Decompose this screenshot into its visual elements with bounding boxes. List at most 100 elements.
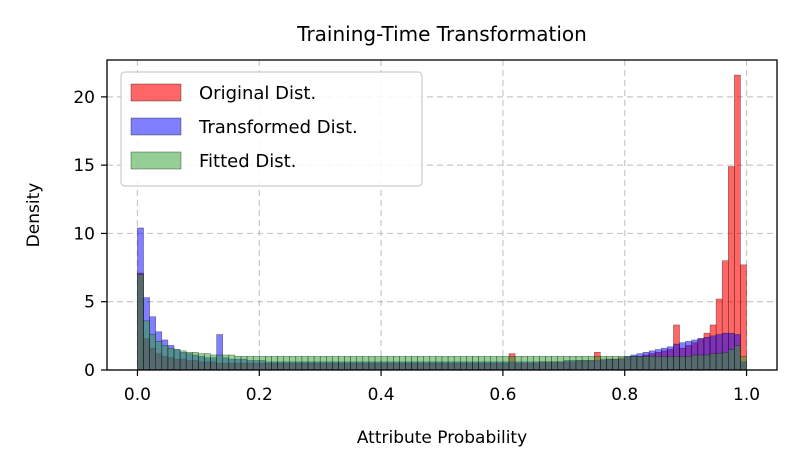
- bar-2-14: [222, 354, 230, 371]
- x-axis-ticks: 0.0 0.2 0.4 0.6 0.8 1.0: [124, 370, 760, 405]
- bar-2-5: [167, 347, 175, 371]
- bar-2-53: [460, 356, 467, 371]
- legend-label-0: Original Dist.: [199, 83, 316, 104]
- legend-swatch-1: [130, 117, 182, 136]
- bar-2-94: [709, 353, 717, 371]
- bar-2-18: [246, 356, 254, 371]
- bar-2-62: [514, 356, 522, 371]
- bar-2-15: [228, 354, 236, 371]
- y-axis-ticks: 0 5 10 15 20: [73, 88, 107, 381]
- bar-2-75: [594, 356, 601, 371]
- bar-2-56: [478, 356, 485, 371]
- bar-2-33: [338, 356, 345, 371]
- bar-2-79: [618, 356, 625, 371]
- bar-2-78: [612, 356, 619, 371]
- bar-2-49: [435, 356, 443, 371]
- bar-2-80: [624, 356, 632, 371]
- bar-0-98: [734, 74, 741, 371]
- bar-2-88: [673, 356, 680, 371]
- bar-2-99: [740, 356, 747, 371]
- legend-swatch-2: [130, 151, 182, 170]
- bar-2-89: [679, 356, 686, 371]
- x-tick-label-1: 0.2: [246, 385, 273, 405]
- bar-2-45: [411, 356, 418, 371]
- bar-2-87: [667, 356, 674, 371]
- bar-2-47: [423, 356, 431, 371]
- y-tick-label-3: 15: [73, 156, 95, 176]
- bar-2-81: [630, 356, 638, 371]
- bar-2-92: [697, 354, 705, 371]
- x-tick-label-2: 0.4: [368, 385, 395, 405]
- bar-2-13: [216, 354, 223, 371]
- bar-2-97: [728, 349, 735, 371]
- bar-2-98: [734, 345, 741, 371]
- bar-2-8: [185, 351, 193, 371]
- bar-2-85: [654, 356, 662, 371]
- bar-2-38: [368, 356, 376, 371]
- bar-2-4: [161, 345, 169, 371]
- bar-2-65: [533, 356, 540, 371]
- bar-2-59: [496, 356, 504, 371]
- bar-2-43: [399, 356, 406, 371]
- bar-2-21: [265, 356, 272, 371]
- bar-2-34: [344, 356, 351, 371]
- x-tick-label-3: 0.6: [489, 385, 516, 405]
- bar-2-55: [472, 356, 479, 371]
- bar-2-67: [545, 356, 552, 371]
- bar-2-48: [429, 356, 437, 371]
- bar-2-70: [563, 356, 571, 371]
- bar-2-35: [350, 356, 357, 371]
- bar-2-44: [405, 356, 412, 371]
- bar-2-91: [691, 354, 699, 371]
- bar-2-7: [179, 350, 187, 371]
- bar-2-0: [137, 274, 144, 371]
- bar-2-76: [600, 356, 607, 371]
- bar-2-40: [380, 356, 388, 371]
- bar-2-31: [326, 356, 333, 371]
- legend-label-2: Fitted Dist.: [199, 151, 296, 172]
- bar-2-6: [173, 349, 181, 371]
- legend-swatch-0: [130, 83, 182, 102]
- bar-2-74: [587, 356, 595, 371]
- x-tick-label-0: 0.0: [124, 385, 151, 405]
- bar-2-72: [575, 356, 583, 371]
- bar-2-77: [606, 356, 613, 371]
- chart-title: Training-Time Transformation: [296, 22, 587, 46]
- bar-2-10: [198, 353, 205, 371]
- bar-2-84: [648, 356, 656, 371]
- bar-2-32: [332, 356, 339, 371]
- bar-2-95: [715, 353, 723, 371]
- bar-2-68: [551, 356, 558, 371]
- y-axis-label: Density: [24, 183, 44, 248]
- bar-2-2: [149, 334, 156, 371]
- bar-2-71: [569, 356, 577, 371]
- bar-2-69: [557, 356, 565, 371]
- bar-2-36: [356, 356, 364, 371]
- bar-2-52: [453, 356, 461, 371]
- bar-2-37: [362, 356, 370, 371]
- bar-2-19: [252, 356, 260, 371]
- bar-2-60: [502, 356, 510, 371]
- bar-2-39: [374, 356, 382, 371]
- bar-2-86: [661, 356, 668, 371]
- bar-2-50: [441, 356, 449, 371]
- bar-2-12: [210, 354, 217, 371]
- bar-2-64: [527, 356, 534, 371]
- bar-2-42: [393, 356, 400, 371]
- bar-2-16: [234, 356, 242, 371]
- bar-2-30: [319, 356, 327, 371]
- bar-2-83: [642, 356, 650, 371]
- bar-2-24: [283, 356, 290, 371]
- bar-2-54: [466, 356, 473, 371]
- bar-2-93: [703, 354, 711, 371]
- legend-box: [120, 71, 423, 187]
- bar-2-63: [520, 356, 528, 371]
- bar-2-96: [721, 351, 729, 371]
- y-tick-label-4: 20: [73, 88, 95, 108]
- bar-2-57: [484, 356, 491, 371]
- bar-2-20: [259, 356, 266, 371]
- bar-2-90: [685, 356, 692, 371]
- bar-2-82: [636, 356, 644, 371]
- bar-2-41: [386, 356, 394, 371]
